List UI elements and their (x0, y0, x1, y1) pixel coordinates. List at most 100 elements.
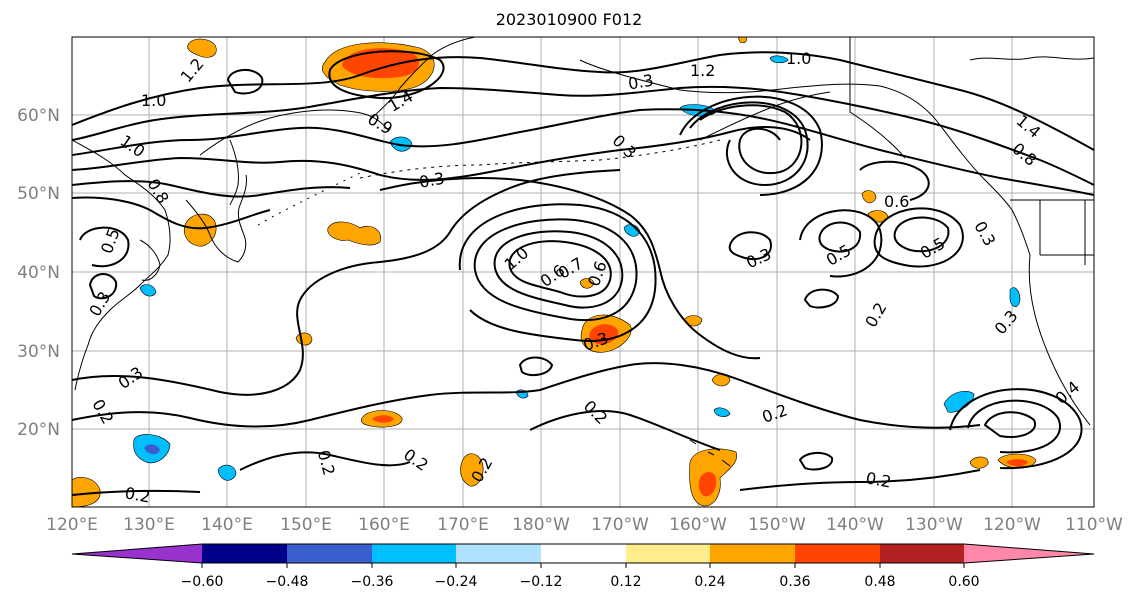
contour-line-east-lows-4 (873, 207, 964, 268)
contour-line-low-center-1 (508, 240, 612, 298)
colorbar: −0.60 −0.48 −0.36 −0.24 −0.12 0.12 0.24 … (71, 543, 1095, 590)
colorbar-tick-label: −0.60 (181, 574, 224, 590)
contour-line-southeast-low-2 (967, 399, 1061, 454)
colorbar-segment (72, 544, 202, 563)
contour-line-small-loop-center (518, 356, 554, 377)
shade-red-south (372, 415, 394, 423)
colorbar-tick-label: 0.60 (948, 574, 979, 590)
coast-kurils (257, 171, 363, 226)
shade-orange-180 (579, 278, 595, 289)
shade-orange-alaska (861, 190, 877, 204)
latitude-labels: 60°N 50°N 40°N 30°N 20°N (17, 106, 60, 440)
colorbar-tick-label: 0.36 (779, 574, 810, 590)
contour-line-north-6 (71, 196, 271, 230)
contour-line-alaska-trough-2 (689, 101, 809, 187)
lat-label: 30°N (17, 342, 60, 362)
contour-label: 0.2 (864, 468, 892, 491)
colorbar-segment (372, 544, 456, 563)
shade-red-160w (698, 472, 717, 497)
contour-label: 0.3 (418, 169, 446, 192)
coast-japan (185, 174, 247, 263)
lon-label: 120°W (983, 515, 1041, 535)
coastlines (71, 36, 1095, 467)
colorbar-tick-label: 0.12 (610, 574, 641, 590)
contour-line-east-lows-1 (728, 231, 772, 260)
shade-blue-150w-north (769, 55, 789, 64)
contour-label: 0.3 (627, 70, 655, 93)
contour-line-north-3 (71, 108, 1095, 196)
coast-hawaii (689, 439, 731, 467)
lon-label: 120°E (46, 515, 98, 535)
shade-blue-coast-right (1009, 287, 1021, 308)
coast-okhotsk (199, 109, 389, 156)
lon-label: 170°W (591, 515, 649, 535)
shade-blue-lower-center (713, 407, 731, 417)
contour-line-0.2-bottom (71, 469, 981, 496)
colorbar-segment (287, 544, 372, 563)
shade-blue-japan (139, 284, 157, 297)
shade-blue-140e (217, 464, 237, 481)
coast-kamchatka (369, 36, 476, 121)
lat-label: 60°N (17, 106, 60, 126)
contour-line-alaska-trough-3 (679, 95, 823, 196)
contour-line-alaska-trough-1 (699, 104, 803, 175)
colorbar-segment (626, 544, 710, 563)
coast-arctic-canada (969, 56, 1095, 61)
lon-label: 140°E (201, 515, 253, 535)
coast-alaska (579, 59, 1031, 256)
contour-line-east-lows-3 (893, 216, 950, 253)
colorbar-segment (202, 544, 287, 563)
shade-blue-130w (943, 391, 975, 413)
lat-label: 20°N (17, 420, 60, 440)
colorbar-tick-label: 0.48 (864, 574, 895, 590)
coast-alaska-peninsula (699, 91, 831, 141)
colorbar-tick-label: 0.24 (694, 574, 725, 590)
contour-line-north-1 (71, 51, 1095, 151)
contour-line-sub-0.3 (379, 177, 761, 360)
coast-na-west (1028, 254, 1091, 426)
contour-line-north-5 (71, 180, 351, 198)
lon-label: 160°E (358, 515, 410, 535)
contour-line-east-lows-5 (799, 209, 883, 278)
colorbar-segment (456, 544, 541, 563)
lon-label: 110°W (1065, 515, 1123, 535)
lon-label: 150°W (748, 515, 806, 535)
shade-orange-bottom-left (71, 477, 101, 508)
contour-label: 1.2 (690, 61, 715, 80)
contour-line-kamchatka-loop (328, 50, 445, 100)
shaded-anomaly-areas (71, 36, 1037, 508)
lon-label: 160°W (669, 515, 727, 535)
longitude-labels: 120°E 130°E 140°E 150°E 160°E 170°E 180°… (46, 515, 1123, 535)
contour-line-low-center-3 (473, 218, 638, 322)
colorbar-ticks (201, 563, 965, 568)
shade-orange-120w (969, 456, 989, 469)
shade-orange-160e (327, 221, 382, 246)
contour-label: 0.6 (884, 192, 909, 211)
contour-line-east-lows-6 (803, 288, 840, 309)
contour-line-north-2 (71, 85, 1095, 186)
contour-label: 0.2 (123, 483, 151, 506)
coast-asia-east (71, 139, 171, 391)
contour-line-left-lows-2 (79, 226, 130, 268)
shade-red-kamchatka (342, 48, 420, 79)
colorbar-segment (795, 544, 880, 563)
contour-line-0.2-south-2 (239, 451, 411, 471)
colorbar-segment (541, 544, 626, 563)
shade-orange-top-left (187, 38, 217, 58)
contour-line-top-left-loop (226, 69, 264, 95)
colorbar-segment (964, 544, 1094, 563)
shade-orange-23n (711, 373, 731, 387)
contour-label: 1.0 (141, 91, 166, 110)
colorbar-segment (710, 544, 795, 563)
contour-line-low-center-4 (458, 203, 657, 342)
contour-label: 1.0 (786, 49, 811, 68)
contour-lines (71, 50, 1095, 496)
colorbar-tick-label: −0.12 (520, 574, 563, 590)
lon-label: 140°W (826, 515, 884, 535)
colorbar-tick-label: −0.48 (266, 574, 309, 590)
colorbar-tick-label: −0.36 (351, 574, 394, 590)
shade-red-115w (1006, 459, 1028, 467)
map-area: 1.2 1.0 1.0 0.8 0.5 0.3 1.4 0.9 1.0 1.2 … (71, 36, 1095, 508)
colorbar-tick-label: −0.24 (435, 574, 478, 590)
